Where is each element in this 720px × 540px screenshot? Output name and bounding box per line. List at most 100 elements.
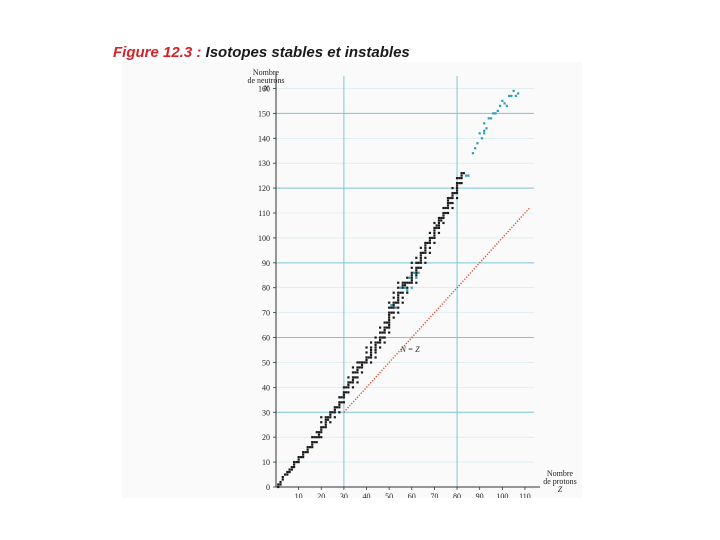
minor-grid — [276, 88, 534, 463]
isotope-point-0-53 — [326, 418, 330, 421]
isotope-point-0-272 — [458, 177, 461, 180]
isotope-point-0-212 — [424, 251, 427, 254]
x-tick-label-100: 100 — [496, 492, 508, 498]
isotope-point-0-6 — [283, 473, 287, 476]
isotope-point-0-164 — [397, 306, 400, 309]
isotope-point-0-75 — [342, 391, 345, 394]
isotope-point-0-148 — [388, 316, 391, 319]
isotope-point-0-241 — [440, 216, 443, 220]
isotope-point-0-91 — [354, 376, 357, 379]
isotope-point-0-236 — [437, 224, 441, 227]
isotope-point-0-197 — [415, 266, 418, 269]
isotope-point-0-79 — [347, 391, 350, 394]
isotope-point-0-48 — [324, 426, 327, 429]
isotope-point-0-65 — [338, 411, 341, 414]
isotope-point-0-137 — [383, 331, 386, 334]
isotope-point-1-25 — [496, 109, 499, 112]
isotope-point-0-181 — [406, 291, 409, 294]
isotope-point-1-33 — [514, 94, 517, 98]
isotope-point-0-161 — [392, 291, 395, 294]
isotope-point-0-209 — [422, 251, 425, 254]
isotope-point-0-182 — [406, 286, 409, 289]
isotope-chart: 0 10 20 30 40 50 60 70 80 90 100 110 120 130 140 150 160… — [247, 68, 576, 498]
isotope-point-1-9 — [417, 271, 420, 274]
y-axis-label-line-1: de neutrons — [247, 76, 284, 85]
isotope-point-0-255 — [449, 201, 452, 205]
isotope-point-1-15 — [478, 132, 481, 135]
isotope-point-0-20 — [299, 456, 302, 459]
isotope-point-0-140 — [383, 321, 386, 324]
isotope-point-1-18 — [483, 129, 486, 132]
isotope-point-0-202 — [419, 266, 422, 269]
isotope-point-0-110 — [365, 346, 368, 349]
isotope-point-0-134 — [381, 331, 384, 334]
isotope-point-0-36 — [315, 436, 318, 439]
isotope-point-0-124 — [374, 341, 377, 344]
x-tick-label-20: 20 — [317, 492, 325, 498]
isotope-point-0-178 — [401, 281, 404, 284]
isotope-point-0-142 — [385, 321, 388, 324]
isotope-point-0-102 — [360, 366, 364, 369]
isotope-point-0-125 — [374, 336, 377, 339]
isotope-point-0-129 — [379, 338, 382, 342]
x-tick-label-50: 50 — [385, 492, 393, 498]
y-tick-label-110: 110 — [258, 209, 270, 218]
isotope-point-1-1 — [394, 306, 398, 309]
y-tick-label-30: 30 — [262, 408, 270, 417]
isotope-point-0-251 — [446, 204, 450, 207]
isotope-point-1-24 — [494, 112, 497, 115]
isotope-point-0-93 — [356, 381, 359, 384]
isotope-point-0-23 — [302, 451, 305, 454]
reference-line-group: N = Z — [343, 207, 530, 413]
isotope-point-0-83 — [347, 376, 350, 379]
isotope-point-0-50 — [324, 421, 327, 424]
isotope-point-1-34 — [517, 92, 520, 95]
isotope-point-0-150 — [388, 311, 391, 314]
isotope-point-0-179 — [403, 284, 407, 287]
y-tick-label-20: 20 — [262, 433, 270, 442]
isotope-point-0-220 — [428, 241, 431, 244]
isotope-point-0-59 — [331, 411, 334, 414]
isotope-point-0-1 — [277, 483, 280, 486]
isotope-point-0-87 — [351, 378, 355, 381]
isotope-point-0-175 — [401, 291, 404, 294]
isotope-point-0-165 — [397, 301, 400, 304]
isotope-point-0-118 — [369, 341, 373, 344]
isotope-point-0-159 — [392, 301, 395, 304]
isotope-point-0-158 — [392, 304, 395, 307]
isotope-point-1-2 — [399, 286, 402, 289]
isotope-point-0-166 — [397, 299, 400, 302]
y-tick-label-140: 140 — [258, 134, 270, 143]
isotope-point-0-259 — [451, 196, 454, 200]
isotope-point-0-206 — [419, 254, 422, 257]
isotope-point-1-29 — [505, 104, 508, 107]
isotope-point-1-26 — [498, 104, 502, 107]
isotope-point-0-119 — [374, 356, 377, 359]
isotope-point-1-16 — [480, 137, 484, 140]
isotope-point-1-12 — [471, 152, 474, 155]
isotope-point-0-44 — [320, 426, 323, 429]
isotope-point-0-260 — [451, 194, 454, 197]
isotope-point-1-10 — [465, 174, 468, 177]
isotope-point-0-0 — [277, 485, 280, 489]
isotope-point-0-131 — [379, 331, 382, 334]
isotope-point-0-223 — [428, 231, 431, 235]
isotope-point-0-192 — [410, 261, 413, 264]
figure-number: Figure 12.3 : — [113, 44, 202, 61]
isotope-point-0-249 — [446, 211, 450, 215]
isotope-point-0-47 — [322, 426, 325, 429]
isotope-point-0-90 — [351, 366, 355, 369]
isotope-point-0-60 — [333, 416, 336, 419]
x-tick-label-90: 90 — [476, 492, 484, 498]
isotope-point-0-215 — [424, 244, 427, 247]
isotope-point-0-100 — [358, 361, 361, 364]
isotope-point-0-210 — [424, 261, 427, 264]
isotope-point-0-7 — [286, 473, 289, 476]
isotope-point-0-268 — [455, 184, 459, 187]
isotope-point-0-82 — [347, 381, 350, 384]
isotope-point-1-11 — [467, 174, 470, 177]
isotope-point-0-99 — [358, 366, 361, 369]
isotope-point-0-266 — [455, 189, 459, 192]
isotope-point-0-273 — [460, 182, 463, 185]
